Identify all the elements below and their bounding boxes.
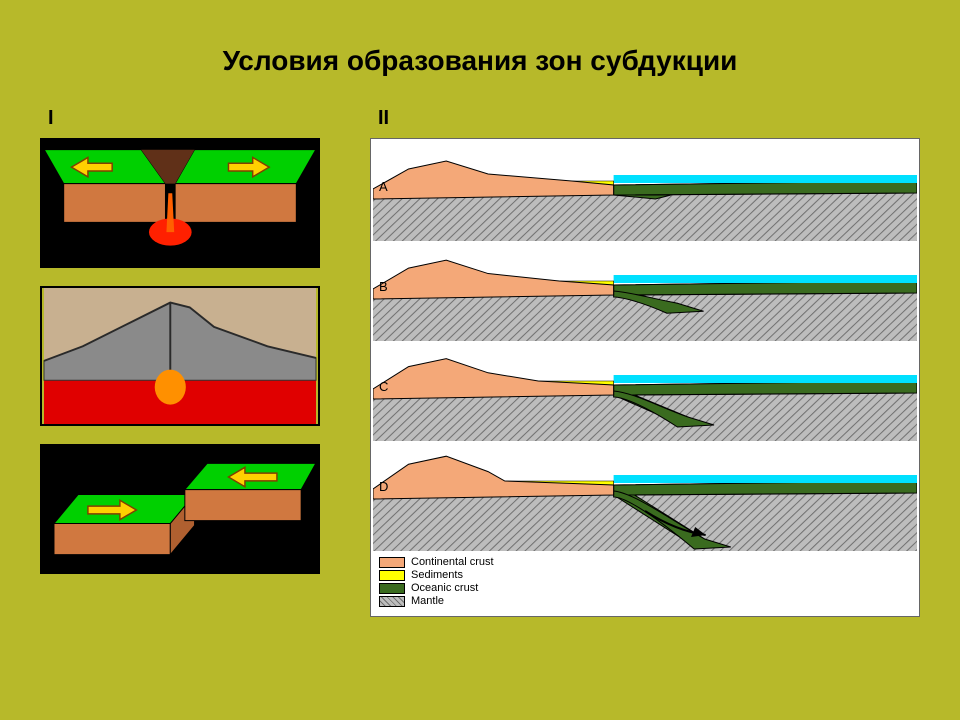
- stage-label: A: [379, 179, 388, 194]
- legend-swatch: [379, 570, 405, 581]
- stage-b: B: [373, 241, 917, 341]
- stage-a: A: [373, 141, 917, 241]
- collision-svg: [42, 288, 318, 424]
- legend-swatch: [379, 557, 405, 568]
- col1-label: I: [40, 107, 320, 130]
- legend-swatch: [379, 596, 405, 607]
- slide: Условия образования зон субдукции I: [0, 0, 960, 720]
- legend-row-continental_crust: Continental crust: [379, 556, 911, 568]
- legend-row-sediments: Sediments: [379, 569, 911, 581]
- p3-left-front: [54, 524, 170, 555]
- divergent-svg: [42, 140, 318, 266]
- p2-plume: [155, 370, 186, 405]
- legend-swatch: [379, 583, 405, 594]
- legend-label: Mantle: [411, 595, 444, 607]
- stage-label: C: [379, 379, 388, 394]
- stage-label: D: [379, 479, 388, 494]
- panel-convergent: [40, 444, 320, 574]
- stages-container: A B: [370, 138, 920, 617]
- panel-divergent: [40, 138, 320, 268]
- legend-row-oceanic_crust: Oceanic crust: [379, 582, 911, 594]
- columns: I: [40, 107, 920, 617]
- stage-label: B: [379, 279, 388, 294]
- legend-label: Oceanic crust: [411, 582, 478, 594]
- p1-right-front: [175, 184, 296, 223]
- stage-c: C: [373, 341, 917, 441]
- legend-row-mantle: Mantle: [379, 595, 911, 607]
- convergent-svg: [42, 446, 318, 572]
- p3-right-front: [185, 490, 301, 521]
- legend: Continental crust Sediments Oceanic crus…: [373, 551, 917, 614]
- column-right: II A B: [370, 107, 920, 617]
- p1-left-front: [64, 184, 166, 223]
- legend-label: Sediments: [411, 569, 463, 581]
- panel-collision: [40, 286, 320, 426]
- column-left: I: [40, 107, 320, 617]
- slide-title: Условия образования зон субдукции: [40, 45, 920, 77]
- legend-label: Continental crust: [411, 556, 494, 568]
- stage-d: D: [373, 441, 917, 551]
- col2-label: II: [370, 107, 920, 130]
